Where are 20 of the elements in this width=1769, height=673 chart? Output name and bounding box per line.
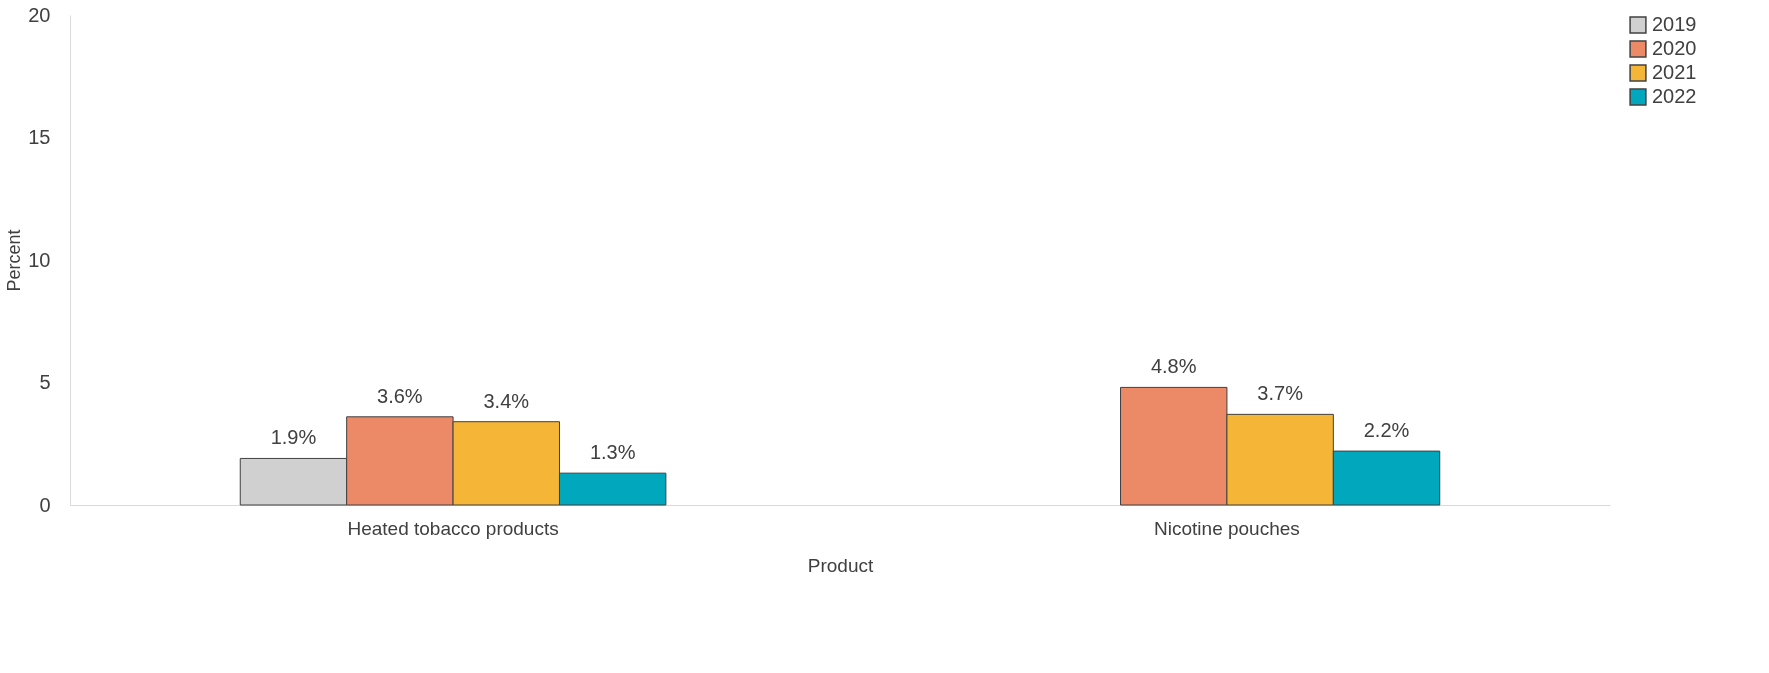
x-tick-label: Heated tobacco products: [347, 517, 559, 539]
legend-label: 2020: [1652, 37, 1697, 59]
data-label: 1.3%: [589, 441, 636, 464]
data-label: 4.8%: [1150, 355, 1197, 378]
data-label: 3.7%: [1257, 382, 1304, 405]
x-tick-label: Nicotine pouches: [1154, 517, 1300, 539]
y-tick-label: 20: [28, 3, 51, 26]
data-label: 2.2%: [1363, 419, 1410, 442]
data-label: 3.4%: [483, 389, 530, 412]
data-label: 3.6%: [377, 384, 423, 407]
y-axis-title: Percent: [4, 229, 25, 292]
y-tick-label: 15: [28, 126, 51, 148]
x-axis-title: Product: [807, 554, 874, 576]
data-label: 1.9%: [270, 426, 317, 449]
legend-label: 2019: [1652, 13, 1697, 35]
legend-label: 2022: [1652, 85, 1697, 107]
legend-label: 2021: [1652, 61, 1697, 83]
y-tick-label: 0: [39, 493, 51, 516]
y-tick-label: 10: [28, 248, 51, 271]
y-tick-label: 5: [39, 371, 51, 393]
